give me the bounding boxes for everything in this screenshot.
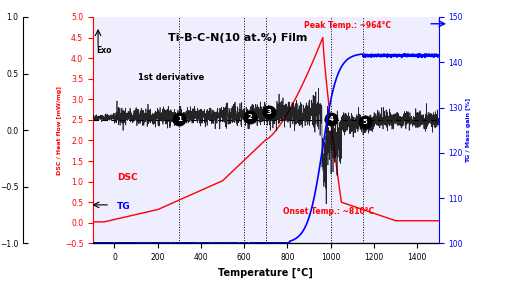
Text: TG: TG <box>117 202 131 211</box>
Text: Peak Temp.: ~964°C: Peak Temp.: ~964°C <box>304 21 391 30</box>
Text: Ti-B-C-N(10 at.%) Film: Ti-B-C-N(10 at.%) Film <box>168 33 308 43</box>
Y-axis label: DSC / Heat flow [mW/mg]: DSC / Heat flow [mW/mg] <box>57 86 62 175</box>
Text: 5: 5 <box>362 119 367 125</box>
Text: Exo: Exo <box>96 46 112 55</box>
Text: 3: 3 <box>267 110 271 115</box>
Text: 2: 2 <box>247 113 252 120</box>
Text: 4: 4 <box>329 116 333 122</box>
X-axis label: Temperature [°C]: Temperature [°C] <box>218 268 313 278</box>
Text: 1st derivative: 1st derivative <box>138 73 204 82</box>
Text: Onset Temp.: ~810°C: Onset Temp.: ~810°C <box>283 207 374 216</box>
Text: 1: 1 <box>177 116 182 122</box>
Y-axis label: TG / Mass gain [%]: TG / Mass gain [%] <box>465 98 471 163</box>
Text: DSC: DSC <box>117 173 138 182</box>
